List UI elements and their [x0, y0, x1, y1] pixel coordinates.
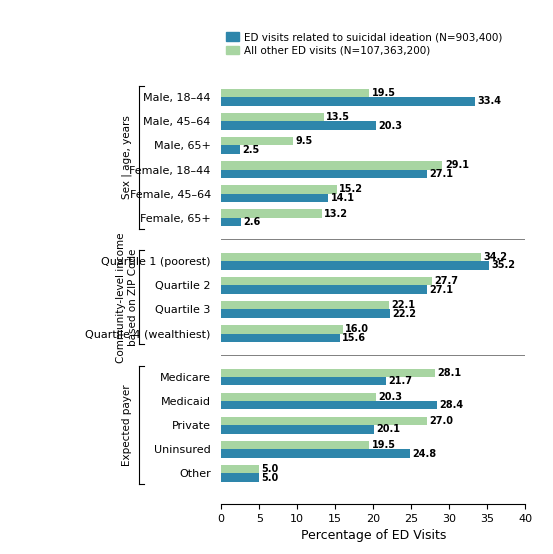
Bar — [221, 325, 343, 334]
Text: 13.2: 13.2 — [324, 208, 348, 219]
Bar — [221, 401, 437, 409]
Bar — [221, 113, 324, 121]
Bar — [221, 261, 489, 270]
Text: 21.7: 21.7 — [388, 376, 413, 386]
Text: 15.2: 15.2 — [339, 184, 363, 194]
Text: 16.0: 16.0 — [345, 324, 369, 334]
Text: Community-level income
based on ZIP Code: Community-level income based on ZIP Code — [116, 232, 138, 363]
Bar — [221, 310, 390, 318]
Legend: ED visits related to suicidal ideation (N=903,400), All other ED visits (N=107,3: ED visits related to suicidal ideation (… — [226, 32, 503, 55]
Bar — [221, 474, 259, 482]
Text: 28.1: 28.1 — [437, 368, 461, 378]
Text: 27.7: 27.7 — [434, 276, 458, 286]
Bar — [221, 417, 426, 425]
Bar — [221, 285, 427, 294]
Bar — [221, 449, 410, 458]
Text: 27.1: 27.1 — [430, 169, 453, 179]
Text: 22.1: 22.1 — [392, 300, 415, 310]
Bar — [221, 89, 369, 97]
Text: 34.2: 34.2 — [483, 252, 508, 262]
Text: 20.3: 20.3 — [378, 392, 402, 402]
Bar — [221, 277, 432, 285]
Bar — [221, 146, 240, 154]
Text: 5.0: 5.0 — [262, 464, 279, 474]
Bar — [221, 170, 427, 178]
Text: 20.3: 20.3 — [378, 121, 402, 131]
Text: 27.0: 27.0 — [429, 416, 453, 426]
Text: 14.1: 14.1 — [331, 193, 354, 203]
Text: Sex | age, years: Sex | age, years — [122, 116, 132, 199]
Text: 15.6: 15.6 — [342, 333, 366, 343]
Text: 20.1: 20.1 — [376, 424, 400, 434]
Text: 33.4: 33.4 — [477, 96, 502, 106]
Text: 35.2: 35.2 — [491, 260, 515, 270]
Bar — [221, 393, 375, 401]
Bar — [221, 185, 337, 194]
Bar — [221, 161, 442, 170]
Bar — [221, 334, 340, 342]
Bar — [221, 209, 322, 218]
Bar — [221, 377, 386, 386]
Text: 19.5: 19.5 — [372, 440, 396, 450]
Text: 2.6: 2.6 — [243, 217, 260, 227]
Bar — [221, 137, 294, 146]
Bar — [221, 465, 259, 474]
Text: 19.5: 19.5 — [372, 88, 396, 98]
Bar — [221, 253, 481, 261]
Text: 13.5: 13.5 — [326, 112, 350, 122]
Bar — [221, 301, 389, 310]
Bar — [221, 194, 328, 202]
Text: 9.5: 9.5 — [296, 136, 313, 146]
Bar — [221, 368, 435, 377]
Text: 27.1: 27.1 — [430, 285, 453, 295]
Bar — [221, 425, 374, 434]
Text: 28.4: 28.4 — [440, 401, 463, 411]
Text: Expected payer: Expected payer — [122, 384, 132, 466]
Bar — [221, 97, 475, 106]
Text: 24.8: 24.8 — [412, 449, 436, 459]
Bar — [221, 218, 241, 226]
Text: 5.0: 5.0 — [262, 473, 279, 483]
Text: 22.2: 22.2 — [392, 309, 416, 319]
Text: 29.1: 29.1 — [445, 160, 469, 170]
Bar — [221, 441, 369, 449]
Bar — [221, 121, 375, 130]
Text: 2.5: 2.5 — [243, 145, 260, 155]
X-axis label: Percentage of ED Visits: Percentage of ED Visits — [301, 530, 446, 542]
